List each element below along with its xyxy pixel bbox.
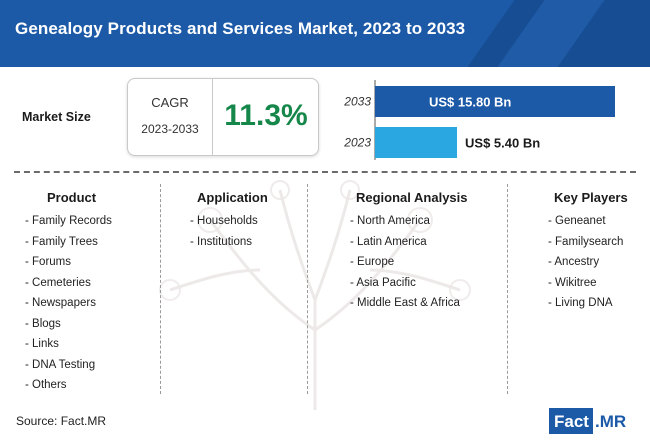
list-item: - Links [25,338,59,350]
value-label-2033: US$ 15.80 Bn [429,95,511,110]
bar-2023 [375,127,458,158]
market-size-label: Market Size [22,110,91,124]
header-banner: Genealogy Products and Services Market, … [0,0,650,67]
list-item: - Cemeteries [25,276,91,289]
category-label-2023: 2023 [343,136,371,150]
regional-column: Regional Analysis - North America - Latin… [350,190,495,314]
logo-fact: Fact [549,408,593,434]
list-item: - North America [350,215,430,227]
column-separator [160,184,161,394]
list-item: - Households [190,215,258,227]
application-list: - Households - Institutions [190,211,305,252]
players-list: - Geneanet - Familysearch - Ancestry - Wiki… [548,211,643,314]
list-item: - Family Trees [25,235,98,248]
column-separator [507,184,508,394]
factmr-logo: Fact .MR [549,408,639,434]
list-item: - Blogs [25,317,61,330]
bar-2033 [375,86,615,117]
logo-mr: .MR [592,408,629,434]
category-label-2033: 2033 [343,95,371,109]
product-list: - Family Records - Family Trees - Forums - … [25,211,145,396]
cagr-card: CAGR 2023-2033 11.3% [127,78,319,156]
list-item: - Newspapers [25,297,96,309]
players-heading: Key Players [554,190,628,205]
list-item: - Wikitree [548,276,597,289]
list-item: - Asia Pacific [350,276,416,289]
column-separator [307,184,308,394]
section-divider [14,171,636,173]
list-item: - Forums [25,256,71,268]
product-heading: Product [47,190,97,205]
tree-watermark-icon [159,180,471,410]
list-item: - DNA Testing [25,358,96,371]
list-item: - Family Records [25,215,112,227]
list-item: - Familysearch [548,235,624,248]
application-heading: Application [197,190,268,205]
regional-list: - North America - Latin America - Europe - … [350,211,495,314]
list-item: - Ancestry [548,256,600,268]
list-item: - Institutions [190,235,252,248]
list-item: - Living DNA [548,297,613,309]
market-size-bar-chart: 2033 US$ 15.80 Bn 2023 US$ 5.40 Bn [343,80,615,160]
regional-heading: Regional Analysis [356,190,468,205]
application-column: Application - Households - Institutions [190,190,305,252]
source-note: Source: Fact.MR [16,414,107,428]
players-column: Key Players - Geneanet - Familysearch - An… [548,190,643,314]
list-item: - Latin America [350,235,427,248]
cagr-value: 11.3% [224,99,308,132]
cagr-period: 2023-2033 [141,122,199,136]
cagr-label: CAGR [151,95,189,110]
list-item: - Geneanet [548,215,606,227]
product-column: Product - Family Records - Family Trees - … [25,190,145,396]
cagr-divider [212,79,213,155]
list-item: - Others [25,379,67,391]
list-item: - Europe [350,256,395,268]
page-title: Genealogy Products and Services Market, … [15,19,466,38]
value-label-2023: US$ 5.40 Bn [465,136,540,151]
list-item: - Middle East & Africa [350,297,460,309]
